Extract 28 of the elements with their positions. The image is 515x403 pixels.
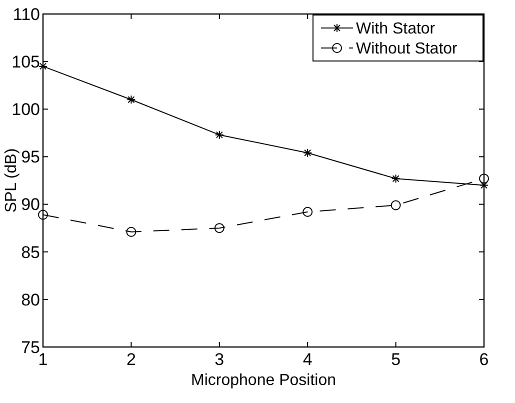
point [126, 226, 136, 237]
y-tick-label: 100 [12, 100, 40, 120]
y-tick-label: 90 [21, 195, 40, 214]
x-tick-label: 2 [126, 350, 136, 369]
point [214, 223, 224, 234]
point [391, 174, 400, 184]
point [214, 130, 224, 140]
x-tick-label: 1 [38, 350, 48, 369]
point [38, 210, 48, 220]
x-tick-label: 5 [391, 350, 401, 369]
point [126, 95, 136, 104]
point [302, 206, 313, 217]
y-tick-label: 110 [12, 4, 40, 24]
y-tick-label: 105 [12, 52, 40, 72]
x-tick-label: 4 [302, 350, 312, 369]
y-tick-label: 95 [21, 148, 40, 167]
legend-label: With Stator [356, 20, 436, 38]
y-tick-label: 85 [21, 242, 40, 262]
point [479, 174, 489, 184]
point [303, 148, 312, 158]
legend-label: Without Stator [356, 40, 458, 58]
y-tick-label: 75 [21, 338, 40, 357]
y-axis-title: SPL (dB) [3, 148, 20, 213]
y-tick-label: 80 [21, 290, 40, 310]
x-tick-label: 3 [214, 350, 224, 369]
x-tick-label: 6 [479, 350, 489, 369]
x-axis-title: Microphone Position [191, 372, 336, 389]
point [390, 200, 401, 210]
